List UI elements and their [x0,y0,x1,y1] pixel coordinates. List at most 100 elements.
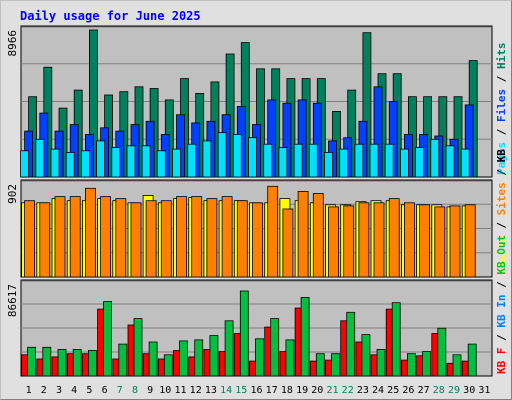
bar-kb-out-day-2 [42,346,52,377]
bar-kb-out-day-29 [452,354,462,377]
series-kb-f [21,307,471,377]
legend-entry: KB Out [495,235,508,275]
bar-kb-out-day-13 [209,335,219,377]
panel-legend: KB F / KB In / KB Out [495,235,508,374]
bar-pages-day-14 [217,132,227,178]
bar-kb-out-day-20 [315,353,325,377]
x-tick-day-11: 11 [174,385,186,396]
bar-kb-out-day-3 [57,348,67,377]
panel-3: 86617 KB F / KB In / KB Out [6,235,508,377]
bar-sites-day-18 [282,208,294,278]
panel-1: 8966 Pages / Files / Hits [6,25,508,178]
x-tick-day-10: 10 [159,385,171,396]
chart-panels: 8966 Pages / Files / Hits 902 Visits / Site… [6,25,508,377]
bar-sites-day-2 [39,202,51,278]
bar-kb-out-day-26 [406,353,416,377]
bar-sites-day-14 [221,196,233,278]
bar-pages-day-20 [308,143,318,178]
x-tick-day-3: 3 [56,385,62,396]
x-tick-day-29: 29 [448,385,460,396]
y-max-label: 902 [6,184,19,204]
bar-pages-day-23 [354,143,364,178]
bar-kb-out-day-1 [27,346,37,377]
bar-kb-out-day-14 [224,320,234,377]
legend-entry: / [495,215,508,235]
bar-pages-day-4 [65,151,75,178]
bar-sites-day-6 [100,196,111,278]
x-tick-day-25: 25 [387,385,399,396]
bar-pages-day-10 [156,150,166,178]
x-tick-day-4: 4 [71,385,77,396]
bar-kb-out-day-5 [88,350,97,377]
series-sites [24,185,476,278]
bar-sites-day-5 [85,187,96,278]
bar-pages-day-29 [445,145,455,178]
legend-entry: / [495,69,508,89]
x-tick-day-1: 1 [26,385,32,396]
bar-pages-day-15 [232,133,242,178]
bar-pages-day-11 [172,148,181,178]
x-tick-day-14: 14 [220,385,232,396]
bar-kb-out-day-9 [148,341,158,377]
legend-entry: Files [495,89,508,122]
bar-sites-day-25 [388,198,400,278]
bar-sites-day-10 [160,200,172,278]
x-tick-day-30: 30 [463,385,475,396]
bar-sites-day-27 [419,204,431,278]
bar-pages-day-30 [460,148,470,178]
bar-sites-day-7 [115,198,127,278]
bar-pages-day-16 [248,137,257,178]
bar-kb-out-day-30 [467,343,477,377]
bar-sites-day-1 [24,200,36,278]
legend-entry: Hits [495,43,508,70]
x-tick-day-5: 5 [86,385,92,396]
bar-kb-out-day-21 [331,353,340,377]
bar-pages-day-6 [96,140,105,178]
bar-kb-out-day-17 [270,318,280,377]
bar-pages-day-28 [430,138,440,178]
y-max-label: 86617 [6,284,19,317]
x-tick-day-23: 23 [357,385,369,396]
x-tick-day-22: 22 [342,385,354,396]
bar-pages-day-5 [81,150,90,178]
series-kb-out [27,290,477,377]
bar-pages-day-19 [293,143,303,178]
x-tick-day-8: 8 [132,385,138,396]
bar-pages-day-21 [324,151,333,178]
bar-sites-day-3 [54,196,66,278]
bar-kb-out-day-7 [118,343,128,377]
x-tick-day-24: 24 [372,385,384,396]
x-tick-day-9: 9 [147,385,153,396]
bar-sites-day-15 [236,200,248,278]
panel-legend: Pages / Files / Hits [495,43,508,176]
bar-sites-day-12 [191,196,203,278]
chart-title: Daily usage for June 2025 [20,9,201,23]
bar-sites-day-29 [449,205,461,278]
bar-pages-day-24 [369,143,379,178]
bar-kb-out-day-8 [133,318,143,377]
bar-kb-out-day-27 [422,351,432,377]
bar-pages-day-8 [126,145,136,178]
bar-sites-day-20 [312,193,324,278]
x-axis-day-labels: 1 2 3 4 5 6 7 8 9 10 11 12 13 14 15 16 17 18 19 20 21 22 23 24 2… [26,385,491,396]
x-tick-day-7: 7 [117,385,123,396]
legend-entry: Pages [495,142,508,175]
legend-entry: / [495,162,508,182]
bar-kb-out-day-23 [361,334,371,377]
x-tick-day-27: 27 [418,385,430,396]
x-tick-day-20: 20 [311,385,323,396]
bar-pages-day-17 [263,143,273,178]
x-tick-day-16: 16 [250,385,262,396]
legend-entry: / [495,275,508,295]
bar-sites-day-26 [403,202,415,278]
bar-sites-day-30 [464,204,476,278]
legend-entry: Sites [495,182,508,215]
x-tick-day-15: 15 [235,385,247,396]
y-max-label: 8966 [6,30,19,57]
bar-kb-out-day-15 [239,290,249,377]
x-tick-day-6: 6 [102,385,108,396]
bar-sites-day-11 [176,196,187,278]
bar-sites-day-9 [145,200,157,278]
bar-sites-day-16 [252,202,263,278]
